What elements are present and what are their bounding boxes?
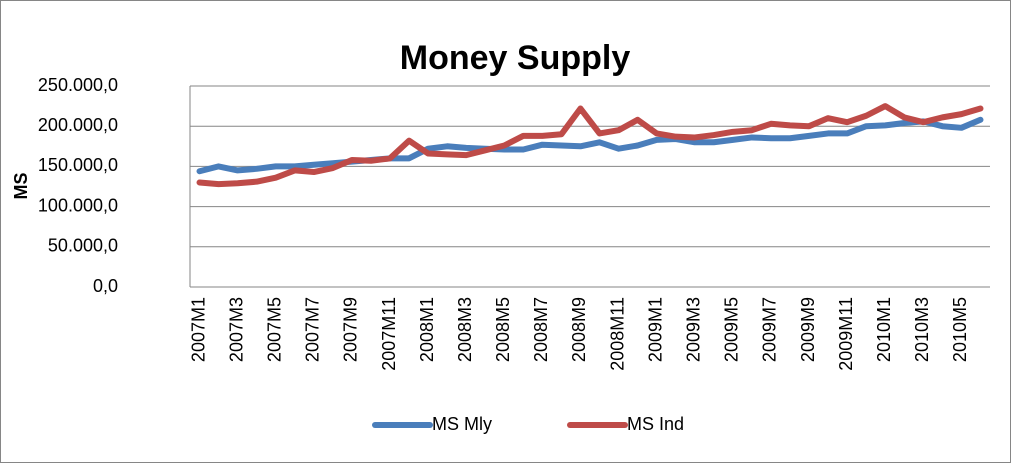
x-tick-label: 2009M7 [760,297,780,362]
x-tick-label: 2007M11 [379,297,399,371]
x-tick-label: 2009M11 [836,297,856,371]
y-tick-label: 200.000,0 [38,115,118,135]
x-tick-label: 2008M7 [531,297,551,362]
series-line [196,116,984,175]
legend-label: MS Ind [627,414,684,434]
y-axis-title: MS [11,173,31,200]
x-tick-label: 2008M9 [569,297,589,362]
x-tick-label: 2007M7 [303,297,323,362]
legend-label: MS Mly [432,414,492,434]
series-line [196,103,984,188]
y-tick-label: 250.000,0 [38,75,118,95]
x-tick-label: 2007M9 [341,297,361,362]
x-tick-label: 2008M3 [455,297,475,362]
x-tick-label: 2010M5 [950,297,970,362]
x-tick-label: 2007M3 [226,297,246,362]
chart-title: Money Supply [400,39,631,77]
x-tick-label: 2008M5 [493,297,513,362]
x-tick-label: 2008M1 [417,297,437,362]
y-tick-label: 100.000,0 [38,195,118,215]
x-tick-label: 2009M1 [645,297,665,362]
x-tick-label: 2009M9 [798,297,818,362]
x-tick-label: 2007M5 [264,297,284,362]
x-tick-label: 2010M1 [874,297,894,362]
x-tick-label: 2009M5 [722,297,742,362]
x-tick-label: 2009M3 [684,297,704,362]
y-tick-label: 50.000,0 [48,236,118,256]
x-tick-label: 2007M1 [188,297,208,362]
x-tick-label: 2010M3 [912,297,932,362]
x-tick-label: 2008M11 [607,297,627,371]
y-tick-label: 0,0 [93,276,118,296]
y-tick-label: 150.000,0 [38,155,118,175]
